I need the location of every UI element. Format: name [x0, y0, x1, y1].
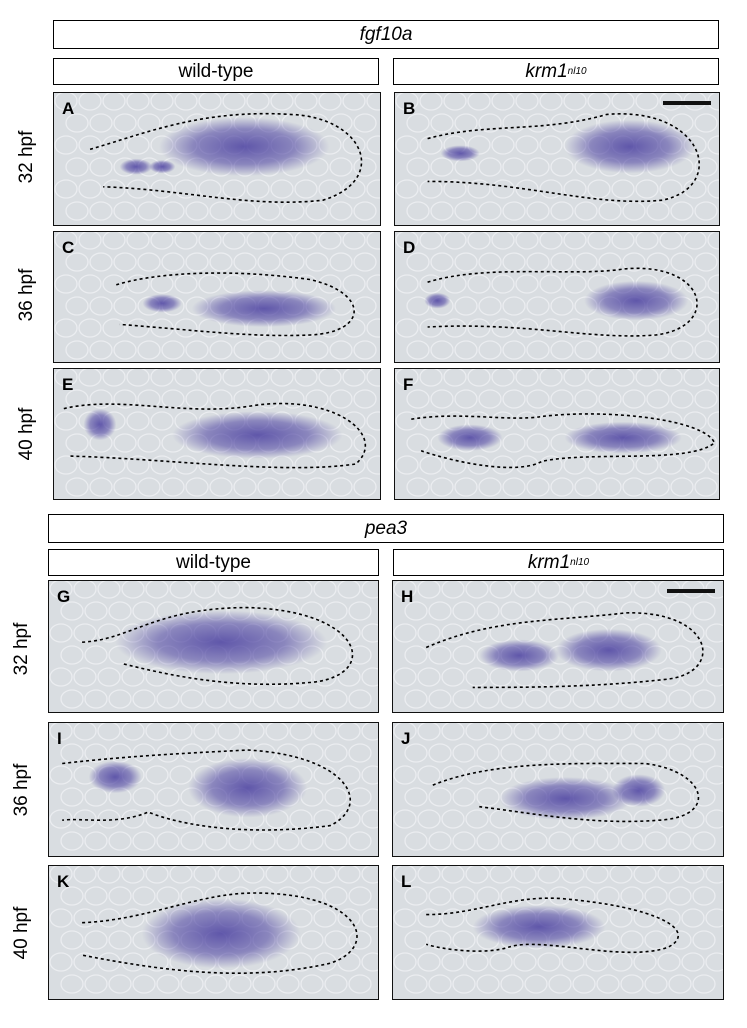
tissue-outline — [82, 606, 354, 686]
row-label: 36 hpf — [16, 268, 37, 322]
row-label: 32 hpf — [11, 622, 32, 676]
micrograph-image — [395, 93, 719, 225]
micrograph-panel-k: K — [48, 865, 379, 1000]
panel-letter: C — [62, 238, 75, 257]
stain-region — [191, 290, 337, 328]
stain-region — [115, 610, 328, 675]
micrograph-panel-h: H — [392, 580, 724, 713]
micrograph-image — [54, 369, 380, 499]
row-label: 36 hpf — [11, 763, 32, 817]
stain-region — [142, 294, 182, 313]
stain-region — [440, 145, 480, 162]
stain-region — [158, 117, 330, 177]
micrograph-panel-a: A — [53, 92, 381, 226]
gene-header-pea3: pea3 — [48, 514, 724, 543]
micrograph-panel-j: J — [392, 722, 724, 857]
stain-region — [172, 411, 343, 459]
stain-region — [88, 760, 142, 794]
stain-region — [584, 280, 689, 321]
micrograph-panel-c: C — [53, 231, 381, 363]
micrograph-panel-d: D — [394, 231, 720, 363]
panel-letter: E — [62, 375, 74, 394]
mutant-label: krm1 — [525, 60, 568, 82]
stain-region — [612, 774, 666, 807]
tissue-outline — [427, 113, 701, 203]
tissue-outline — [427, 267, 698, 337]
micrograph-image — [395, 232, 719, 362]
micrograph-image — [49, 581, 378, 712]
tissue-outline — [62, 749, 351, 831]
stain-region — [424, 292, 451, 309]
stain-region — [149, 160, 176, 174]
tissue-outline — [89, 112, 363, 203]
mutant-label: krm1 — [527, 551, 571, 573]
micrograph-image — [393, 866, 723, 999]
micrograph-image — [393, 581, 723, 712]
genotype-header-mutant: krm1 nl10 — [393, 549, 724, 576]
micrograph-image — [49, 723, 378, 856]
stain-region — [564, 421, 682, 454]
stain-region — [555, 628, 662, 672]
stain-region — [564, 119, 695, 174]
micrograph-panel-g: G — [48, 580, 379, 713]
gene-label: fgf10a — [359, 23, 413, 45]
micrograph-panel-b: B — [394, 92, 720, 226]
micrograph-image — [393, 723, 723, 856]
scale-bar — [663, 101, 711, 105]
panel-letter: K — [57, 872, 70, 891]
mutant-allele: nl10 — [567, 66, 587, 77]
stain-region — [141, 898, 301, 969]
micrograph-panel-e: E — [53, 368, 381, 500]
panel-letter: F — [403, 375, 414, 394]
row-label: 32 hpf — [16, 130, 37, 184]
genotype-header-wildtype: wild-type — [53, 58, 379, 85]
stain-region — [472, 905, 606, 949]
panel-letter: B — [403, 99, 416, 118]
micrograph-panel-l: L — [392, 865, 724, 1000]
micrograph-image — [49, 866, 378, 999]
gene-header-fgf10a: fgf10a — [53, 20, 719, 49]
micrograph-image — [54, 93, 380, 225]
tissue-outline — [116, 272, 355, 337]
tissue-outline — [81, 892, 358, 975]
panel-letter: G — [57, 587, 71, 606]
panel-letter: I — [57, 729, 62, 748]
gene-label: pea3 — [364, 517, 408, 539]
panel-letter: L — [401, 872, 412, 891]
mutant-allele: nl10 — [570, 557, 590, 568]
panel-letter: D — [403, 238, 416, 257]
row-label: 40 hpf — [11, 906, 32, 960]
stain-region — [83, 408, 117, 441]
genotype-label: wild-type — [176, 551, 251, 573]
micrograph-image — [54, 232, 380, 362]
row-label: 40 hpf — [16, 407, 37, 461]
stain-region — [479, 639, 559, 672]
tissue-outline — [425, 897, 680, 954]
stain-region — [188, 758, 308, 818]
micrograph-panel-f: F — [394, 368, 720, 500]
stain-region — [119, 158, 153, 175]
micrograph-image — [395, 369, 719, 499]
panel-letter: J — [401, 729, 411, 748]
stain-region — [437, 424, 503, 451]
stain-region — [499, 777, 633, 821]
genotype-label: wild-type — [178, 60, 254, 82]
genotype-header-wildtype: wild-type — [48, 549, 379, 576]
genotype-header-mutant: krm1 nl10 — [393, 58, 719, 85]
tissue-outline — [411, 413, 716, 469]
scale-bar — [667, 589, 715, 593]
panel-letter: H — [401, 587, 414, 606]
micrograph-panel-i: I — [48, 722, 379, 857]
panel-letter: A — [62, 99, 75, 118]
tissue-outline — [432, 762, 700, 823]
